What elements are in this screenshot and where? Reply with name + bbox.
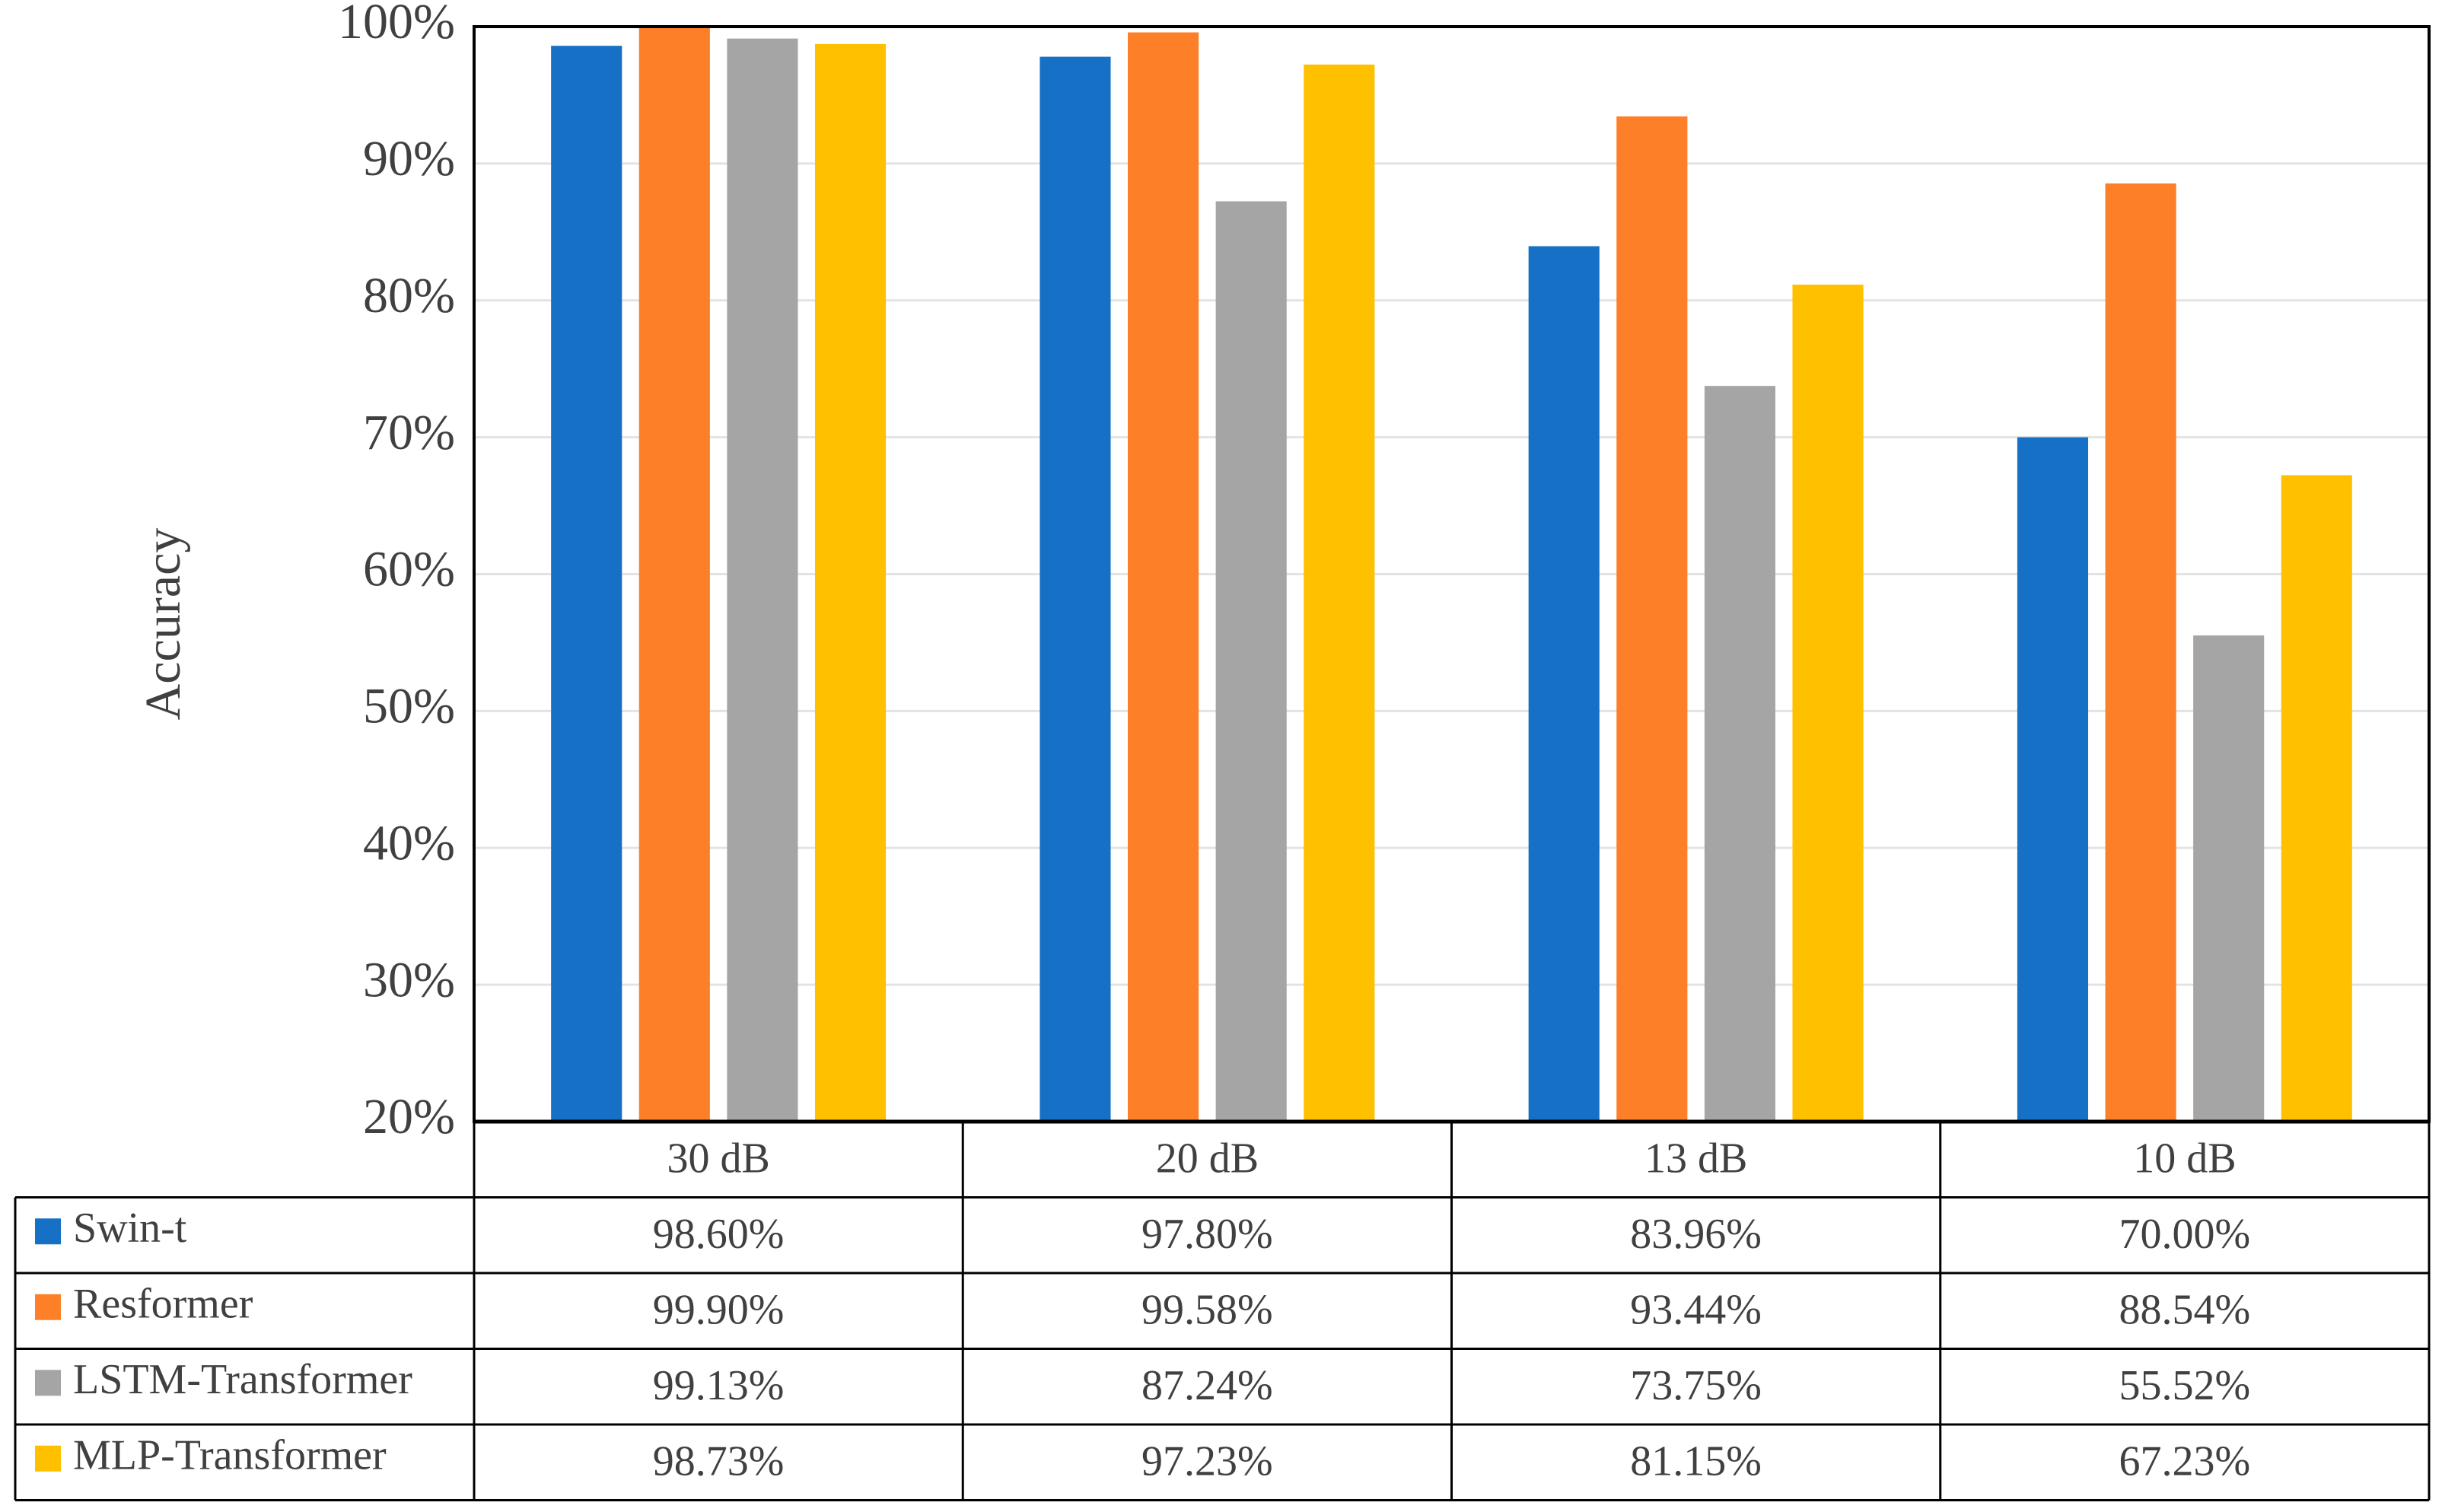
y-tick-label: 40%	[363, 815, 455, 871]
table-value: 97.80%	[1141, 1211, 1273, 1258]
table-value: 99.58%	[1141, 1287, 1273, 1334]
bar	[1304, 64, 1375, 1122]
bar	[727, 38, 798, 1122]
x-tick-label: 13 dB	[1644, 1135, 1747, 1183]
table-value: 83.96%	[1630, 1211, 1762, 1258]
table-value: 70.00%	[2119, 1211, 2251, 1258]
y-tick-label: 90%	[363, 131, 455, 186]
y-tick-label: 50%	[363, 679, 455, 734]
bar	[1792, 285, 1864, 1122]
table-value: 99.13%	[653, 1362, 785, 1409]
table-value: 81.15%	[1630, 1438, 1762, 1485]
bar	[1616, 116, 1688, 1122]
table-value: 98.73%	[653, 1438, 785, 1485]
y-tick-label: 70%	[363, 405, 455, 460]
y-axis-label: Accuracy	[135, 528, 191, 721]
table-value: 73.75%	[1630, 1362, 1762, 1409]
bar	[1215, 201, 1287, 1122]
table-value: 98.60%	[653, 1211, 785, 1258]
bar	[814, 43, 887, 1122]
bar	[2193, 635, 2265, 1122]
bar	[2017, 437, 2089, 1122]
bar	[638, 27, 710, 1122]
bar	[1528, 246, 1600, 1122]
legend-label: MLP-Transformer	[73, 1432, 387, 1479]
table-value: 99.90%	[653, 1287, 785, 1334]
y-tick-label: 30%	[363, 952, 455, 1007]
legend-label: Swin-t	[73, 1205, 187, 1252]
y-tick-label: 80%	[363, 268, 455, 323]
legend-swatch	[35, 1294, 61, 1320]
bar	[1128, 32, 1199, 1122]
table-value: 93.44%	[1630, 1287, 1762, 1334]
bar	[2105, 183, 2176, 1122]
table-value: 67.23%	[2119, 1438, 2251, 1485]
y-tick-label: 20%	[363, 1089, 455, 1144]
legend-swatch	[35, 1370, 61, 1396]
x-tick-label: 30 dB	[667, 1135, 769, 1183]
table-value: 97.23%	[1141, 1438, 1273, 1485]
bar	[1704, 386, 1775, 1122]
table-value: 88.54%	[2119, 1287, 2251, 1334]
table-value: 55.52%	[2119, 1362, 2251, 1409]
table-value: 87.24%	[1141, 1362, 1273, 1409]
x-tick-label: 10 dB	[2133, 1135, 2236, 1183]
legend-swatch	[35, 1218, 61, 1245]
bar	[1040, 56, 1111, 1122]
bar	[2281, 475, 2352, 1122]
y-tick-label: 60%	[363, 542, 455, 597]
legend-label: Resformer	[73, 1281, 253, 1328]
bar	[551, 46, 622, 1122]
x-tick-label: 20 dB	[1156, 1135, 1259, 1183]
legend-label: LSTM-Transformer	[73, 1356, 412, 1403]
legend-swatch	[35, 1445, 61, 1472]
y-tick-label: 100%	[338, 0, 455, 49]
